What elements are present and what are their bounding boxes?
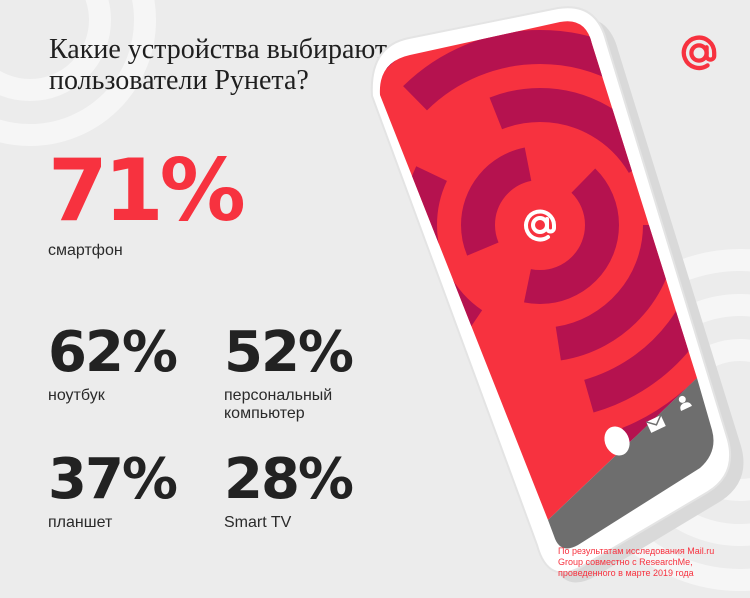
at-sign-icon [681,35,717,71]
stat-pc: 52% персональный компьютер [224,325,354,423]
stat-value: 71% [48,141,246,241]
stat-label: Smart TV [224,514,292,531]
stat-value: 52% [224,320,354,385]
stat-smart-tv: 28% Smart TV [224,447,354,532]
stat-label: планшет [48,514,113,531]
stat-label: персональный компьютер [224,387,333,422]
stat-label: ноутбук [48,387,105,404]
stat-value: 28% [224,447,354,512]
stat-smartphone: 71% смартфон [48,141,246,260]
stat-label: смартфон [48,242,123,259]
source-footnote: По результатам исследования Mail.ru Grou… [558,546,715,578]
page-title: Какие устройства выбирают пользователи Р… [49,34,388,96]
stat-value: 62% [48,320,178,385]
stat-value: 37% [48,447,178,512]
stat-tablet: 37% планшет [48,447,178,532]
stat-laptop: 62% ноутбук [48,320,178,405]
